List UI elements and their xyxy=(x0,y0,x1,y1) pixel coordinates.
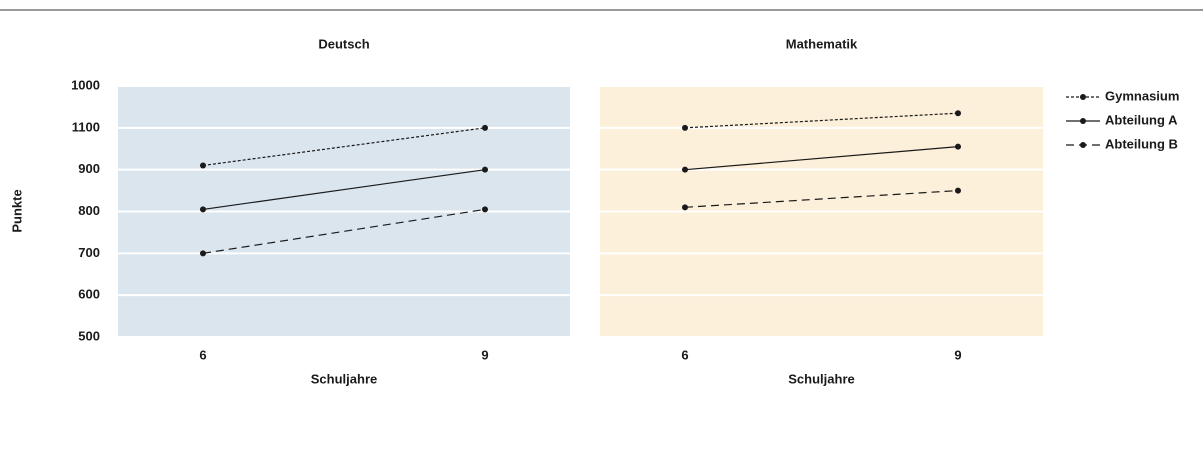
data-point xyxy=(955,143,961,150)
data-point xyxy=(682,166,688,173)
y-tick-label: 1000 xyxy=(71,77,100,92)
data-point xyxy=(482,166,488,173)
series-line xyxy=(684,112,959,129)
data-point xyxy=(200,250,206,257)
data-point xyxy=(682,204,688,211)
x-axis-label: Schuljahre xyxy=(311,371,377,386)
x-tick-label: 9 xyxy=(481,347,488,362)
data-point xyxy=(482,124,488,131)
data-point xyxy=(200,162,206,169)
series-line xyxy=(684,146,959,171)
data-point xyxy=(955,110,961,117)
series-line xyxy=(202,208,486,254)
y-axis-label: Punkte xyxy=(9,189,24,232)
data-point xyxy=(200,206,206,213)
data-point xyxy=(955,187,961,194)
series-line xyxy=(684,189,959,208)
legend-marker xyxy=(1080,94,1086,100)
chart-title: Mathematik xyxy=(786,36,858,51)
legend-label: Abteilung B xyxy=(1105,136,1178,151)
legend-label: Gymnasium xyxy=(1105,88,1179,103)
y-tick-label: 700 xyxy=(78,245,100,260)
y-tick-label: 800 xyxy=(78,203,100,218)
x-axis-label: Schuljahre xyxy=(788,371,854,386)
y-tick-label: 900 xyxy=(78,161,100,176)
series-line xyxy=(202,127,486,167)
legend-marker xyxy=(1080,118,1086,124)
y-tick-label: 500 xyxy=(78,328,100,343)
y-tick-label: 600 xyxy=(78,287,100,302)
legend-label: Abteilung A xyxy=(1105,112,1178,127)
data-point xyxy=(482,206,488,213)
series-line xyxy=(202,169,486,211)
y-tick-label: 1100 xyxy=(72,119,100,134)
data-point xyxy=(682,124,688,131)
x-tick-label: 6 xyxy=(199,347,206,362)
chart-title: Deutsch xyxy=(318,36,369,51)
legend-marker xyxy=(1080,142,1086,148)
x-tick-label: 9 xyxy=(954,347,961,362)
x-tick-label: 6 xyxy=(681,347,688,362)
